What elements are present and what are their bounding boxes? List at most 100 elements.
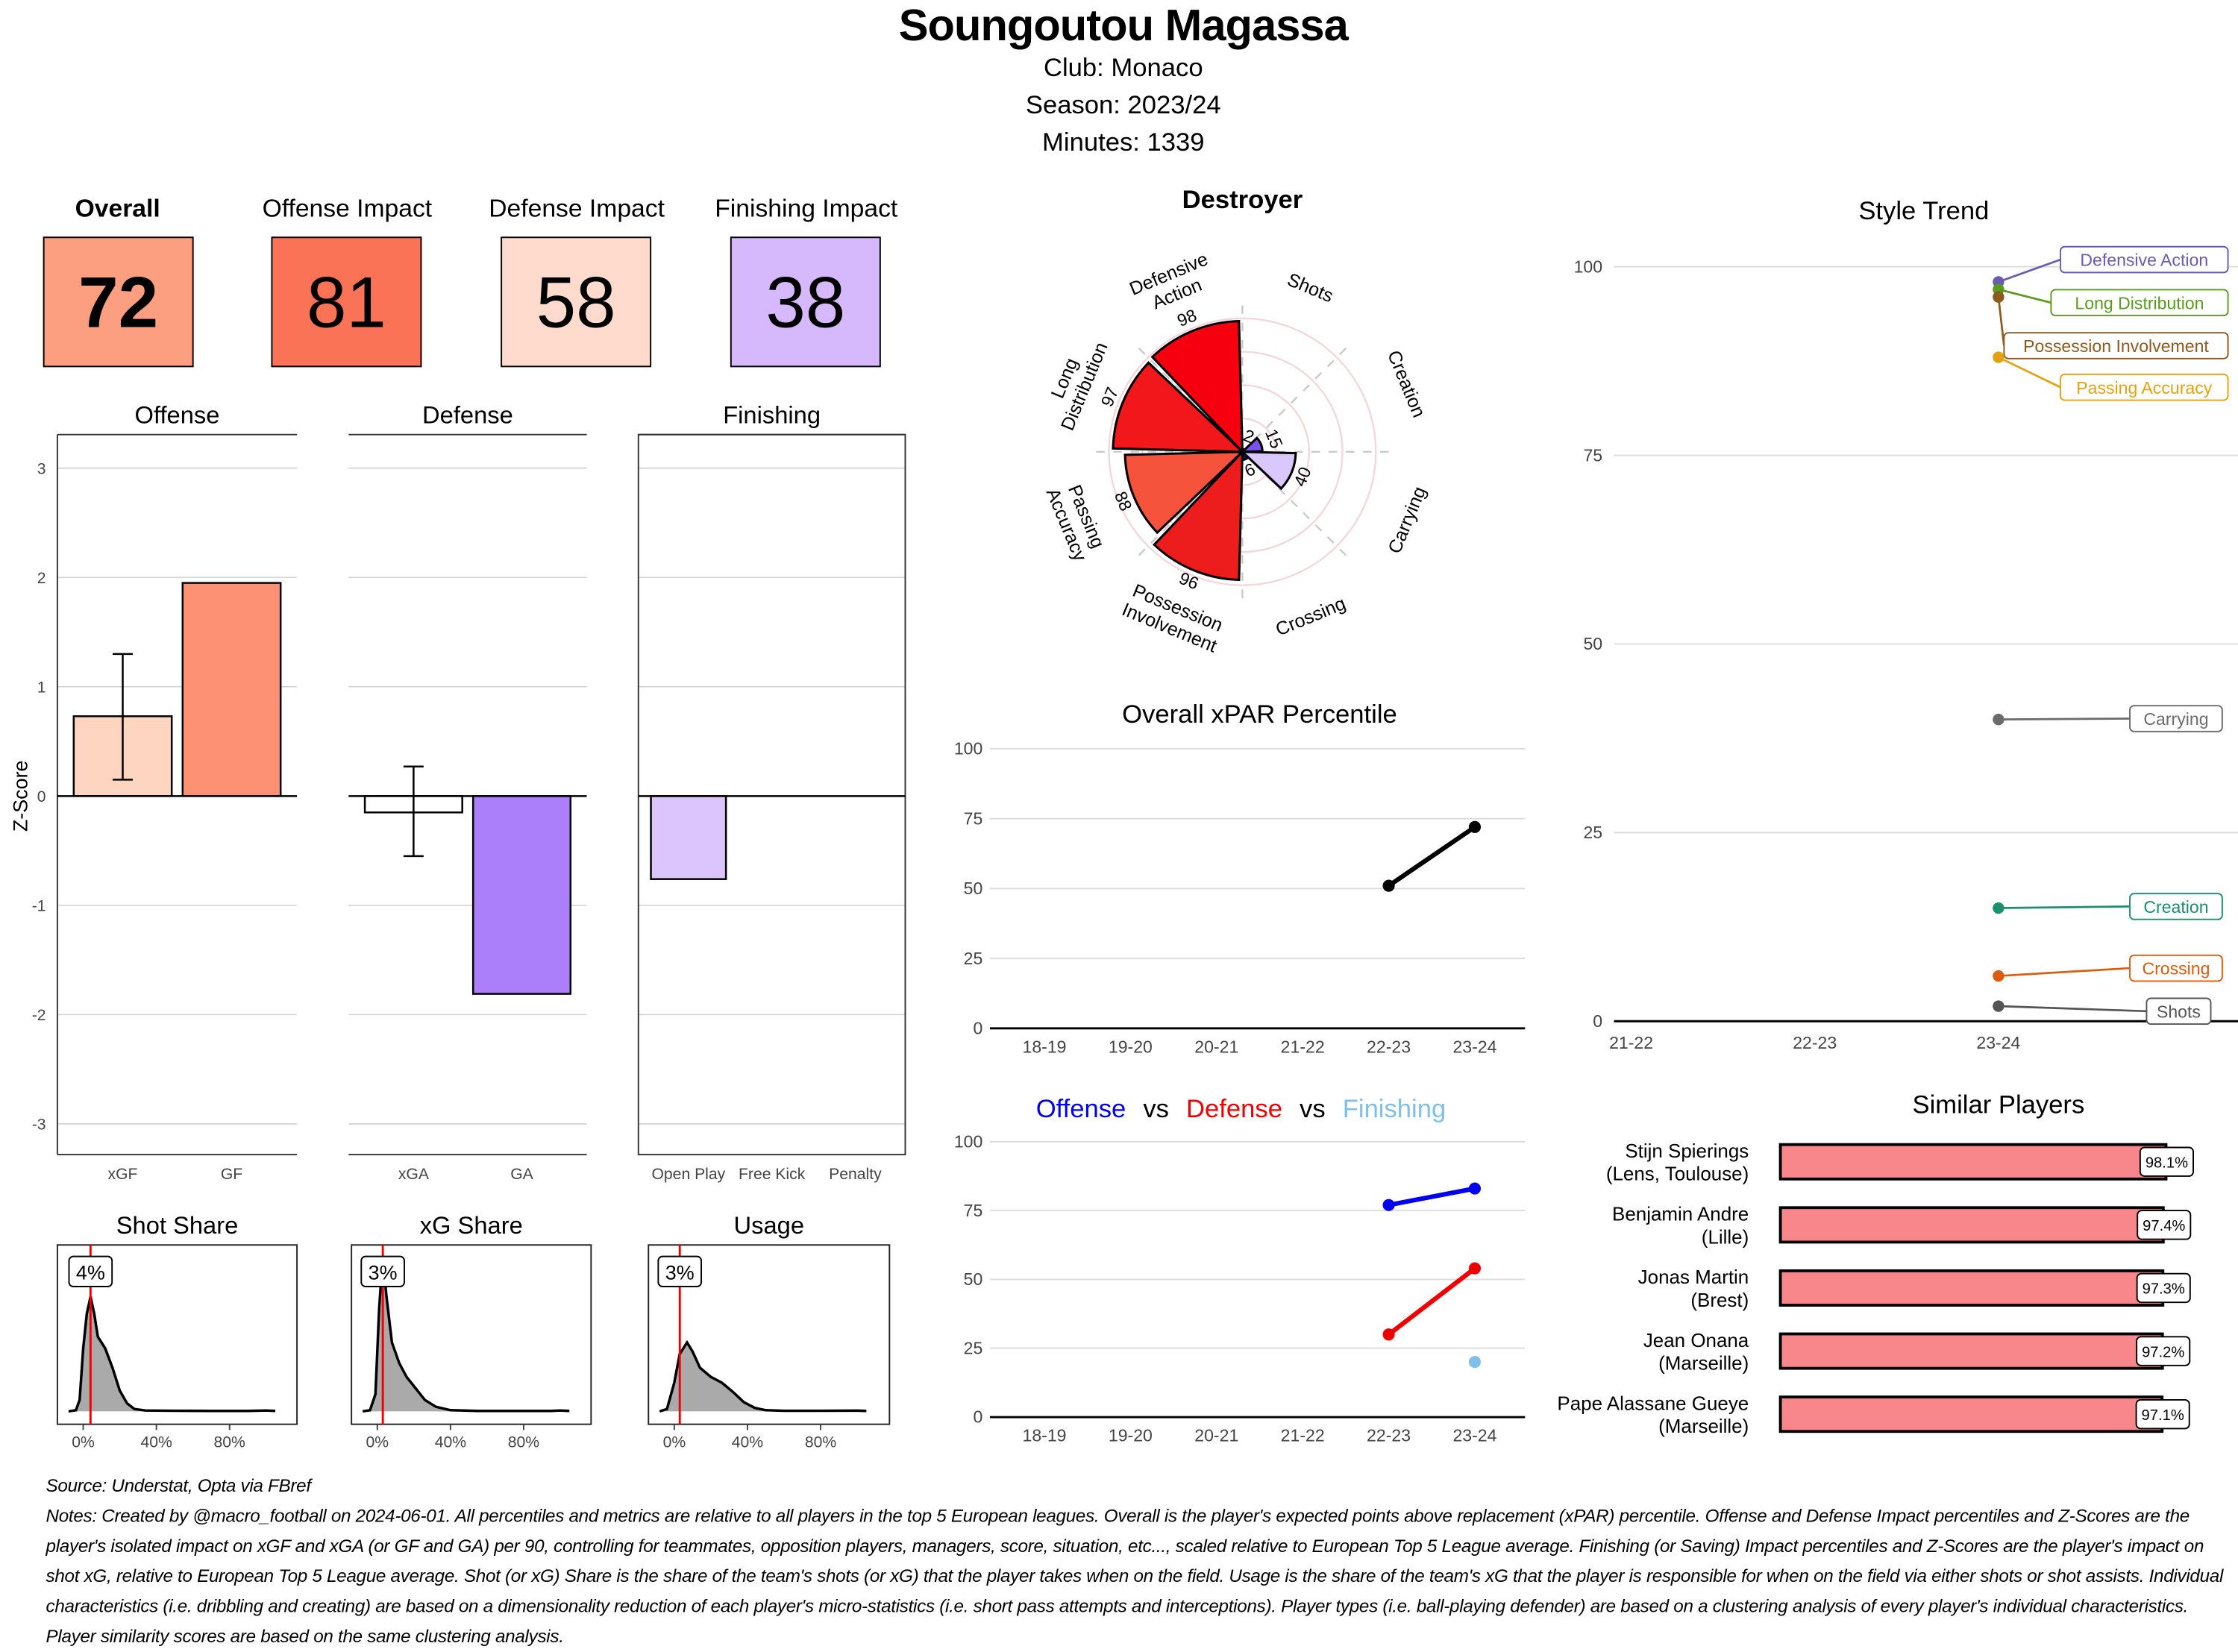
- y-tick-label: 75: [964, 808, 983, 828]
- x-tick-label: xGA: [398, 1166, 430, 1183]
- similarity-label-box: [2136, 1272, 2191, 1304]
- series-label-box: [2059, 245, 2229, 274]
- radar-value-label: 15: [1261, 426, 1287, 451]
- score-label-finishing: Finishing Impact: [715, 193, 898, 223]
- y-tick-label: 100: [954, 739, 982, 759]
- series-line: [1387, 825, 1476, 888]
- x-tick-label: xGF: [108, 1166, 138, 1183]
- notes-text: Notes: Created by @macro_football on 202…: [46, 1506, 2224, 1647]
- y-tick-label: 25: [1583, 823, 1602, 842]
- x-tick-label: 0%: [663, 1433, 686, 1451]
- series-label-box: [2129, 954, 2223, 982]
- series-label: Defensive Action: [2080, 251, 2208, 270]
- label-leader-line: [1998, 288, 2052, 304]
- x-tick-label: 20-21: [1194, 1426, 1238, 1445]
- footer: Source: Understat, Opta via FBref Notes:…: [46, 1472, 2234, 1652]
- y-tick-label: -1: [32, 898, 46, 915]
- player-name: Jean Onana: [1643, 1329, 1749, 1351]
- label-leader-line: [1997, 297, 2005, 346]
- score-label-overall: Overall: [75, 193, 160, 223]
- data-point: [1993, 713, 2005, 726]
- y-tick-label: -3: [32, 1116, 46, 1134]
- radar-category-label-text: Creation: [1383, 348, 1429, 421]
- y-tick-label: 100: [1574, 257, 1602, 276]
- radar-grid-circle: [1108, 317, 1377, 586]
- radar-title: Destroyer: [1182, 186, 1303, 214]
- label-leader-line: [1998, 258, 2061, 283]
- score-box-finishing: 38: [730, 236, 881, 368]
- data-point: [1382, 879, 1395, 892]
- x-tick-label: 18-19: [1023, 1037, 1067, 1057]
- similarity-label: 97.2%: [2142, 1344, 2184, 1360]
- density-line: [362, 1256, 570, 1413]
- y-tick-label: 100: [954, 1131, 982, 1151]
- x-tick-label: 0%: [72, 1433, 95, 1451]
- y-tick-label: 50: [1583, 634, 1602, 653]
- similarity-bar: [1778, 1269, 2165, 1307]
- x-tick-label: 0%: [366, 1433, 389, 1451]
- series-label: Carrying: [2143, 709, 2208, 729]
- label-leader-line: [1998, 905, 2131, 909]
- series-label: Creation: [2143, 897, 2208, 917]
- x-tick-label: 21-22: [1609, 1033, 1653, 1052]
- x-tick-label: Free Kick: [739, 1166, 806, 1183]
- ovd-title-part: vs: [1300, 1095, 1326, 1123]
- minutes-text: Minutes: 1339: [1042, 128, 1205, 157]
- ovd-title-part: Offense: [1036, 1095, 1126, 1123]
- similarity-bar: [1778, 1395, 2164, 1433]
- series-line: [1387, 1266, 1476, 1337]
- data-point: [1993, 351, 2005, 363]
- panel-title: Usage: [734, 1211, 805, 1239]
- density-area: [659, 1342, 867, 1412]
- player-name: Stijn Spierings: [1625, 1140, 1749, 1162]
- similarity-bar: [1778, 1143, 2168, 1181]
- y-tick-label: 25: [964, 1338, 983, 1357]
- data-point: [1993, 291, 2005, 303]
- player-club: (Marseille): [1658, 1352, 1749, 1375]
- y-tick-label: 0: [973, 1407, 982, 1427]
- x-tick-label: 40%: [435, 1433, 467, 1451]
- season-text: Season: 2023/24: [1025, 90, 1221, 119]
- player-value-label-box: [360, 1255, 405, 1287]
- score-box-overall: 72: [43, 236, 194, 368]
- label-leader-line: [1998, 717, 2131, 720]
- player-club: (Lens, Toulouse): [1606, 1163, 1749, 1185]
- x-tick-label: 40%: [140, 1433, 172, 1451]
- series-label-box: [2003, 332, 2229, 359]
- y-tick-label: 25: [964, 949, 983, 968]
- radar-category-label: PossessionInvolvement: [1119, 580, 1228, 657]
- similarity-label-box: [2137, 1210, 2192, 1240]
- y-tick-label: 75: [1583, 445, 1602, 465]
- similarity-label-box: [2139, 1146, 2194, 1177]
- data-point: [1993, 902, 2005, 914]
- score-label-defense: Defense Impact: [489, 193, 665, 223]
- x-tick-label: GA: [510, 1166, 533, 1183]
- x-tick-label: 19-20: [1109, 1037, 1153, 1057]
- x-tick-label: 40%: [732, 1433, 764, 1451]
- player-value-label: 3%: [665, 1261, 695, 1284]
- player-value-label: 3%: [369, 1261, 398, 1284]
- series-label-box: [2145, 997, 2212, 1026]
- data-point: [1468, 1182, 1482, 1195]
- player-club: (Brest): [1690, 1289, 1749, 1311]
- x-tick-label: 80%: [508, 1433, 540, 1451]
- x-tick-label: Penalty: [829, 1166, 882, 1183]
- x-tick-label: GF: [221, 1166, 242, 1183]
- similarity-label: 97.3%: [2143, 1281, 2185, 1298]
- player-value-label-box: [68, 1255, 113, 1287]
- y-tick-label: 75: [964, 1201, 983, 1220]
- data-point: [1993, 970, 2005, 982]
- x-tick-label: 19-20: [1109, 1426, 1153, 1445]
- y-tick-label: 50: [964, 1269, 983, 1289]
- player-value-label-box: [657, 1255, 703, 1287]
- bar-open-play: [650, 795, 727, 880]
- panel-title-offense: Offense: [135, 401, 220, 428]
- x-tick-label: 22-23: [1367, 1037, 1411, 1057]
- radar-category-label: Creation: [1383, 348, 1429, 421]
- ovd-title-part: vs: [1143, 1095, 1169, 1123]
- y-tick-label: 50: [964, 879, 983, 898]
- page-title: Soungoutou Magassa: [898, 0, 1349, 51]
- label-leader-line: [1998, 967, 2131, 977]
- y-tick-label: 3: [37, 460, 46, 477]
- radar-category-label: Crossing: [1273, 593, 1349, 641]
